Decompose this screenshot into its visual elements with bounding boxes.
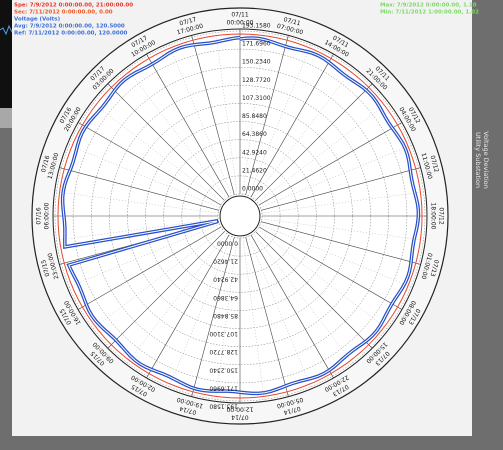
grid-radial-minor [215, 237, 238, 400]
scale-label: 0.0000 [242, 186, 263, 193]
grid-radial [146, 53, 230, 198]
side-title: Utility Substation [474, 132, 482, 188]
grid-radial-minor [127, 69, 227, 199]
grid-radial [77, 122, 222, 206]
scale-label: 171.6960 [242, 41, 271, 48]
grid-radial [255, 83, 373, 201]
stat-line: Min: 7/11/2012 1:00:00.00, 1.02 [380, 10, 479, 16]
hub [219, 195, 261, 237]
grid-radial-minor [93, 229, 223, 329]
time-label-date: 07/12 [438, 207, 445, 224]
grid-radial-minor [69, 145, 220, 208]
grid-radial [191, 35, 235, 195]
side-title: Voltage Deviation [482, 131, 490, 189]
grid-radial-minor [253, 69, 353, 199]
scale-label-inverted: 42.9240 [213, 276, 238, 283]
scale-label-inverted: 193.1580 [209, 403, 238, 410]
grid-radial-minor [261, 191, 424, 214]
legend-line: Voltage (Volts) [14, 17, 61, 23]
grid-radial [245, 237, 289, 397]
grid-radial [107, 231, 225, 349]
grid-radial-minor [127, 233, 227, 363]
grid-radial [191, 237, 235, 397]
time-label-date: 07/16 [40, 155, 51, 174]
time-label-date: 07/11 [231, 12, 248, 19]
trace-red [57, 33, 423, 399]
grid-radial-minor [260, 224, 411, 287]
legend-line: Ref: 7/11/2012 0:00:00.00, 120.0000 [14, 31, 128, 37]
scale-label: 42.9240 [242, 149, 267, 156]
scale-label: 193.1580 [242, 23, 271, 30]
time-label-time: 18:00:00 [430, 203, 437, 230]
grid-radial [250, 234, 334, 379]
scale-label: 64.3860 [242, 131, 267, 138]
grid-radial-minor [242, 32, 265, 195]
grid-radial [255, 231, 373, 349]
grid-radial-minor [253, 233, 353, 363]
grid-radial [107, 83, 225, 201]
scale-label-inverted: 150.2340 [209, 366, 238, 373]
scale-label-inverted: 64.3860 [213, 294, 238, 301]
stat-line: Max: 7/9/2012 0:00:00.00, 1.10 [380, 3, 477, 9]
scale-label-inverted: 21.4620 [213, 258, 238, 265]
grid-radial [250, 53, 334, 198]
scale-label-inverted: 0.0000 [217, 240, 238, 247]
grid-radial-minor [261, 218, 424, 241]
grid-radial [77, 226, 222, 310]
scale-label-inverted: 171.6960 [209, 384, 238, 391]
grid-radial [258, 226, 403, 310]
grid-radial-minor [93, 103, 223, 203]
legend-line: Avg: 7/9/2012 0:00:00.00, 120.5000 [14, 24, 125, 30]
grid-radial [146, 234, 230, 379]
time-label-time: 00:00:00 [227, 20, 254, 27]
traces [57, 33, 423, 399]
time-label-date: 07/14 [283, 405, 302, 416]
time-label-date: 07/11 [283, 16, 302, 27]
scale-label-inverted: 107.3100 [209, 330, 238, 337]
grid-radial-minor [169, 236, 232, 387]
grid-radial-minor [56, 191, 219, 214]
grid [53, 29, 427, 403]
grid-radial-minor [69, 224, 220, 287]
time-label-date: 07/14 [231, 414, 248, 421]
legend-line: Spe: 7/9/2012 0:00:00.00, 21:00:00.00 [14, 3, 133, 9]
time-label-date: 07/16 [36, 207, 43, 224]
grid-radial-minor [257, 229, 387, 329]
time-label-date: 07/13 [428, 259, 439, 278]
time-label-date: 07/17 [179, 16, 198, 27]
scale-label-inverted: 128.7720 [209, 348, 238, 355]
time-label-date: 07/15 [40, 259, 51, 278]
grid-radial [261, 167, 421, 211]
time-label-date: 07/14 [179, 404, 198, 415]
grid-radial-minor [257, 103, 387, 203]
trace-blue-core [62, 37, 419, 394]
scale-label-inverted: 85.8480 [213, 312, 238, 319]
grid-radial-minor [248, 236, 311, 387]
grid-radial [245, 35, 289, 195]
grid-radial [59, 167, 219, 211]
scale-label: 85.8480 [242, 113, 267, 120]
grid-radial-minor [260, 145, 411, 208]
scale-label: 107.3100 [242, 95, 271, 102]
time-label-time: 12:00:00 [226, 406, 253, 413]
grid-radial [261, 221, 421, 265]
left-strip [0, 0, 12, 108]
time-label-date: 07/12 [429, 155, 440, 174]
time-label-time: 06:00:00 [44, 202, 51, 229]
legend-line: Sec: 7/11/2012 0:00:00.00, 0.00 [14, 10, 113, 16]
grid-radial-minor [56, 218, 219, 241]
strip-trace [0, 24, 13, 36]
grid-radial-minor [248, 45, 311, 196]
grid-radial [258, 122, 403, 206]
scale-label: 150.2340 [242, 59, 271, 66]
grid-radial-minor [242, 237, 265, 400]
scale-label: 21.4620 [242, 167, 267, 174]
strip-shadow [0, 108, 12, 128]
scale-label: 128.7720 [242, 77, 271, 84]
grid-radial-minor [169, 45, 232, 196]
grid-radial-minor [215, 32, 238, 195]
